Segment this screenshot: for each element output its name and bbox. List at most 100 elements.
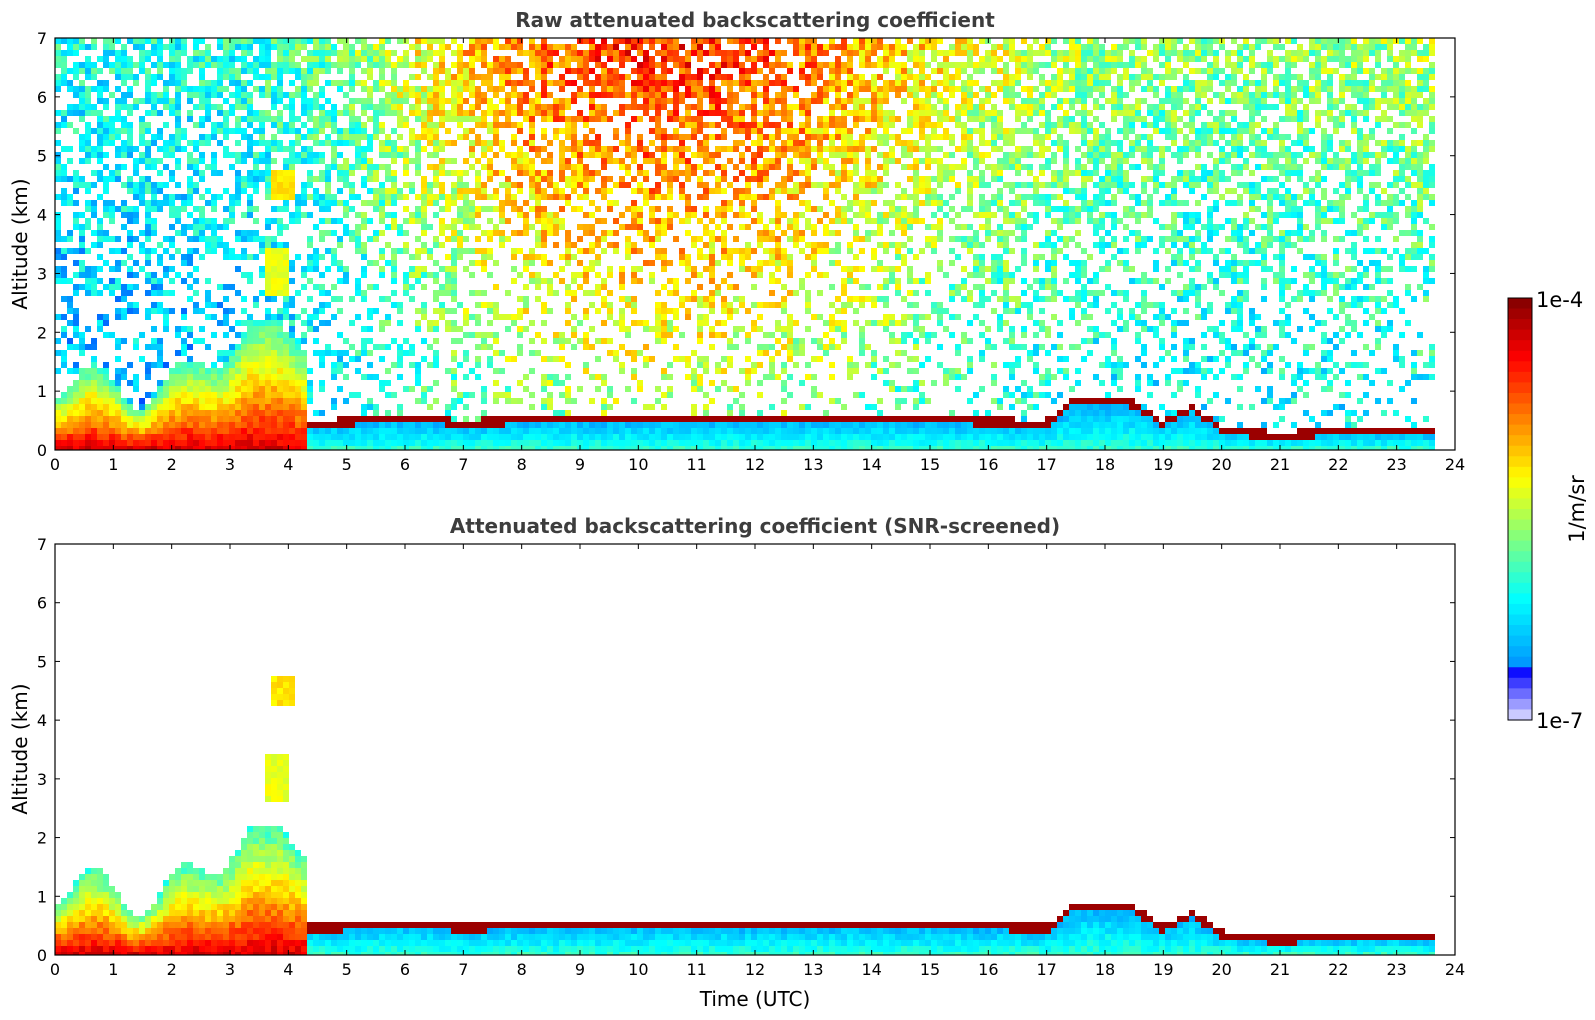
colorbar-swatch <box>1508 308 1532 320</box>
bottom-x-tick-label: 0 <box>50 960 60 979</box>
bottom-x-tick-label: 21 <box>1270 960 1290 979</box>
top-x-tick-label: 23 <box>1386 455 1406 474</box>
top-x-tick-label: 5 <box>342 455 352 474</box>
x-axis-label: Time (UTC) <box>699 987 811 1011</box>
top-x-tick-label: 21 <box>1270 455 1290 474</box>
bottom-x-tick-label: 10 <box>628 960 648 979</box>
top-x-tick-label: 10 <box>628 455 648 474</box>
bottom-x-ticks: 0 1 2 3 4 5 6 7 8 9 10 11 12 13 14 15 16 17 18 19 20 21 22 23 24 <box>50 544 1465 979</box>
colorbar-unit-label: 1/m/sr <box>1565 475 1589 543</box>
colorbar-swatch <box>1508 403 1532 415</box>
top-x-tick-label: 1 <box>108 455 118 474</box>
colorbar-swatch <box>1508 361 1532 373</box>
colorbar-swatch <box>1508 688 1532 700</box>
bottom-panel: Attenuated backscattering coefficient (S… <box>8 514 1465 1011</box>
bottom-x-tick-label: 22 <box>1328 960 1348 979</box>
bottom-x-tick-label: 13 <box>803 960 823 979</box>
bottom-x-tick-label: 18 <box>1095 960 1115 979</box>
bottom-x-tick-label: 24 <box>1445 960 1465 979</box>
top-y-tick-label: 7 <box>37 29 47 48</box>
bottom-x-tick-label: 9 <box>575 960 585 979</box>
bottom-y-tick-label: 3 <box>37 770 47 789</box>
top-x-ticks: 0 1 2 3 4 5 6 7 8 9 10 11 12 13 14 15 16 17 18 19 20 21 22 23 24 <box>50 38 1465 474</box>
bottom-y-tick-label: 4 <box>37 711 47 730</box>
top-x-tick-label: 9 <box>575 455 585 474</box>
top-x-tick-label: 18 <box>1095 455 1115 474</box>
colorbar-swatch <box>1508 656 1532 668</box>
colorbar: 1e-4 1e-7 1/m/sr <box>1507 288 1589 733</box>
top-y-axis-label: Altitude (km) <box>8 178 32 309</box>
bottom-y-tick-label: 2 <box>37 829 47 848</box>
top-panel: Raw attenuated backscattering coefficien… <box>8 8 1465 474</box>
bottom-x-tick-label: 23 <box>1386 960 1406 979</box>
bottom-x-tick-label: 17 <box>1036 960 1056 979</box>
colorbar-swatch <box>1508 298 1532 310</box>
colorbar-swatch <box>1508 435 1532 447</box>
colorbar-swatch <box>1508 646 1532 658</box>
colorbar-swatch <box>1508 677 1532 689</box>
bottom-y-tick-label: 0 <box>37 946 47 965</box>
bottom-heatmap <box>55 676 1435 955</box>
colorbar-swatch <box>1508 424 1532 436</box>
bottom-y-tick-label: 5 <box>37 652 47 671</box>
top-panel-title: Raw attenuated backscattering coefficien… <box>515 8 995 32</box>
top-y-tick-label: 4 <box>37 206 47 225</box>
top-x-tick-label: 3 <box>225 455 235 474</box>
colorbar-swatch <box>1508 498 1532 510</box>
top-x-tick-label: 16 <box>978 455 998 474</box>
bottom-x-tick-label: 3 <box>225 960 235 979</box>
bottom-x-tick-label: 2 <box>167 960 177 979</box>
top-x-tick-label: 4 <box>283 455 293 474</box>
colorbar-swatch <box>1508 614 1532 626</box>
bottom-y-axis-label: Altitude (km) <box>8 683 32 814</box>
bottom-x-tick-label: 14 <box>861 960 881 979</box>
colorbar-swatch <box>1508 319 1532 331</box>
top-x-tick-label: 11 <box>686 455 706 474</box>
top-y-tick-label: 3 <box>37 264 47 283</box>
top-x-tick-label: 20 <box>1211 455 1231 474</box>
bottom-panel-title: Attenuated backscattering coefficient (S… <box>450 514 1060 538</box>
top-x-tick-label: 14 <box>861 455 881 474</box>
top-x-tick-label: 7 <box>458 455 468 474</box>
bottom-x-tick-label: 6 <box>400 960 410 979</box>
bottom-x-tick-label: 15 <box>920 960 940 979</box>
colorbar-swatch <box>1508 509 1532 521</box>
bottom-y-tick-label: 7 <box>37 535 47 554</box>
bottom-x-tick-label: 16 <box>978 960 998 979</box>
colorbar-swatch <box>1508 572 1532 584</box>
colorbar-swatch <box>1508 340 1532 352</box>
colorbar-swatch <box>1508 625 1532 637</box>
colorbar-swatch <box>1508 603 1532 616</box>
colorbar-swatch <box>1508 382 1532 394</box>
colorbar-swatch <box>1508 414 1532 426</box>
colorbar-swatch <box>1508 540 1532 552</box>
top-x-tick-label: 12 <box>745 455 765 474</box>
top-y-tick-label: 0 <box>37 441 47 460</box>
bottom-x-tick-label: 4 <box>283 960 293 979</box>
top-x-tick-label: 22 <box>1328 455 1348 474</box>
colorbar-swatch <box>1508 593 1532 605</box>
top-x-tick-label: 17 <box>1036 455 1056 474</box>
colorbar-swatch <box>1508 487 1532 500</box>
bottom-x-tick-label: 8 <box>517 960 527 979</box>
bottom-y-ticks: 0 1 2 3 4 5 6 7 <box>37 535 1455 965</box>
colorbar-swatch <box>1508 561 1532 573</box>
colorbar-swatch <box>1508 466 1532 478</box>
colorbar-swatch <box>1508 329 1532 341</box>
colorbar-max-label: 1e-4 <box>1536 288 1583 312</box>
bottom-y-tick-label: 1 <box>37 887 47 906</box>
bottom-x-tick-label: 1 <box>108 960 118 979</box>
colorbar-swatch <box>1508 392 1532 405</box>
bottom-x-tick-label: 19 <box>1153 960 1173 979</box>
colorbar-swatch <box>1508 456 1532 468</box>
colorbar-swatch <box>1508 519 1532 531</box>
top-y-tick-label: 6 <box>37 88 47 107</box>
colorbar-min-label: 1e-7 <box>1536 709 1583 733</box>
colorbar-swatch <box>1508 371 1532 383</box>
top-x-tick-label: 19 <box>1153 455 1173 474</box>
top-y-ticks: 0 1 2 3 4 5 6 7 <box>37 29 1455 460</box>
colorbar-swatch <box>1508 530 1532 542</box>
bottom-x-tick-label: 5 <box>342 960 352 979</box>
colorbar-swatch <box>1508 709 1532 721</box>
